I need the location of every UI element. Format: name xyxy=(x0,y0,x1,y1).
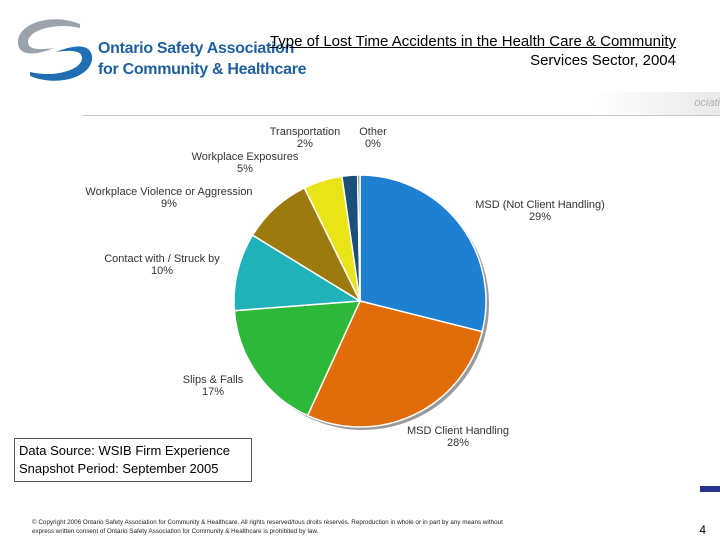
slice-label-5: Workplace Exposures xyxy=(192,151,299,163)
copyright-notice: © Copyright 2006 Ontario Safety Associat… xyxy=(32,518,662,536)
pie-slice-3 xyxy=(233,234,363,312)
copyright-line2: express written consent of Ontario Safet… xyxy=(32,528,319,535)
osach-logo: Ontario Safety Association for Community… xyxy=(10,14,307,86)
slice-percent-1: 28% xyxy=(447,437,469,449)
slice-percent-7: 0% xyxy=(365,138,381,150)
data-source-line2: Snapshot Period: September 2005 xyxy=(19,461,219,476)
pie-chart: MSD (Not Client Handling)29% MSD Client H… xyxy=(85,126,605,449)
slice-label-3: Contact with / Struck by xyxy=(104,253,220,265)
slice-percent-0: 29% xyxy=(529,211,551,223)
pie-slice-7 xyxy=(356,174,361,302)
slice-label-2: Slips & Falls xyxy=(183,374,244,386)
logo-text-line1: Ontario Safety Association xyxy=(98,40,295,57)
corner-accent-bar xyxy=(700,486,720,492)
slice-label-4: Workplace Violence or Aggression xyxy=(85,186,252,198)
slice-percent-5: 5% xyxy=(237,163,253,175)
pie-slice-2 xyxy=(233,300,362,417)
slice-percent-3: 10% xyxy=(151,265,173,277)
pie-slice-0 xyxy=(359,174,487,333)
slice-label-0: MSD (Not Client Handling) xyxy=(475,199,605,211)
slice-percent-6: 2% xyxy=(297,138,313,150)
chart-title-line1: Type of Lost Time Accidents in the Healt… xyxy=(269,33,676,50)
copyright-line1: © Copyright 2006 Ontario Safety Associat… xyxy=(32,519,503,526)
header-band-text: ociati xyxy=(694,97,720,109)
page-number: 4 xyxy=(699,523,706,537)
chart-title: Type of Lost Time Accidents in the Healt… xyxy=(270,32,676,70)
data-source-line1: Data Source: WSIB Firm Experience xyxy=(19,443,230,458)
slice-label-6: Transportation xyxy=(270,126,341,138)
pie-slice-1 xyxy=(306,300,484,428)
data-source-box: Data Source: WSIB Firm Experience Snapsh… xyxy=(14,438,252,482)
header-band: ociati xyxy=(82,92,720,116)
slice-label-7: Other xyxy=(359,126,387,138)
slice-label-1: MSD Client Handling xyxy=(407,425,509,437)
chart-title-line2: Services Sector, 2004 xyxy=(530,52,676,69)
logo-swoosh-icon xyxy=(17,19,93,81)
slice-percent-2: 17% xyxy=(202,386,224,398)
logo-text-line2: for Community & Healthcare xyxy=(98,61,307,78)
slice-percent-4: 9% xyxy=(161,198,177,210)
